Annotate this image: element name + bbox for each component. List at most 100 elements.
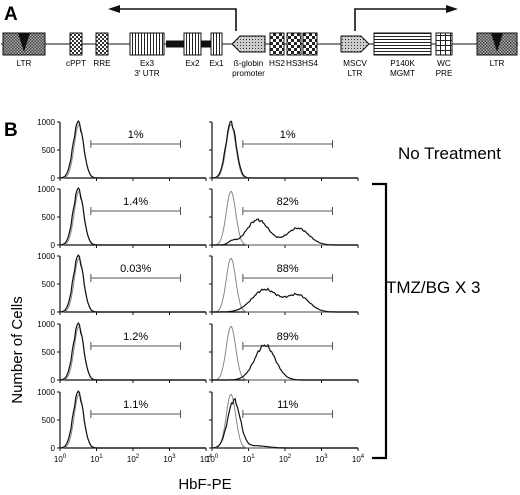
segment-label: ß-globin (234, 59, 264, 68)
x-tick-label: 103 (315, 454, 328, 464)
segment-label: HS2 (269, 59, 285, 68)
x-tick-label: 104 (200, 454, 213, 464)
y-tick-label: 1000 (37, 388, 55, 397)
histogram-panel: 88% (209, 255, 359, 315)
x-tick-label: 102 (279, 454, 292, 464)
left-gate-percent: 1.2% (123, 331, 148, 343)
histogram-panel: 89% (209, 323, 359, 383)
left-gate-percent: 1% (128, 129, 144, 141)
right-arrowhead-icon (446, 5, 458, 13)
sample-histogram-curve (59, 254, 206, 313)
segment-label: LTR (490, 59, 505, 68)
beta-globin-promoter-segment (231, 35, 266, 53)
left-gate-percent: 1.4% (123, 196, 148, 208)
segment-label: HS3 (286, 59, 302, 68)
right-gate-percent: 89% (277, 331, 299, 343)
y-tick-label: 500 (42, 280, 56, 289)
histogram-panel: 1000 500 0 1.4% (37, 185, 207, 250)
sample-histogram-curve (212, 120, 358, 179)
y-tick-label: 500 (42, 146, 56, 155)
vector-segment (269, 32, 285, 56)
sample-histogram-curve (59, 187, 206, 246)
x-tick-label: 101 (242, 454, 255, 464)
segment-label: RRE (93, 59, 111, 68)
segment-label: MSCV (343, 59, 367, 68)
y-tick-label: 500 (42, 348, 56, 357)
x-tick-label: 103 (163, 454, 176, 464)
segment-label: P140K (390, 59, 415, 68)
right-gate-percent: 88% (277, 263, 299, 275)
no-treatment-label: No Treatment (398, 144, 501, 163)
segment-label: cPPT (66, 59, 86, 68)
segment-label: WC (437, 59, 451, 68)
y-tick-label: 0 (51, 308, 56, 317)
segment-label: LTR (17, 59, 32, 68)
segment-label: Ex2 (185, 59, 200, 68)
ltr-triangle-icon (18, 33, 30, 52)
segment-label: HS4 (302, 59, 318, 68)
segment-label: MGMT (390, 69, 415, 78)
right-gate-percent: 11% (277, 399, 298, 411)
y-tick-label: 0 (51, 444, 56, 453)
segment-label: LTR (348, 69, 363, 78)
vector-segment (183, 32, 202, 56)
segment-label: Ex3 (140, 59, 155, 68)
sample-histogram-curve (212, 343, 358, 381)
histogram-panel: 82% (209, 188, 359, 248)
vector-segment (95, 32, 109, 56)
panel-b-letter: B (4, 120, 18, 141)
y-tick-label: 1000 (37, 185, 55, 194)
treatment-bracket (372, 182, 388, 460)
vector-segment (286, 32, 302, 56)
x-tick-label: 104 (352, 454, 365, 464)
mgmt-transcription-arrow (354, 8, 448, 31)
treatment-label: TMZ/BG X 3 (386, 278, 480, 297)
x-tick-label: 100 (54, 454, 67, 464)
y-tick-label: 1000 (37, 118, 55, 127)
vector-segment (373, 32, 432, 56)
intron-block (166, 40, 185, 48)
sample-histogram-curve (211, 397, 358, 449)
x-tick-label: 101 (90, 454, 103, 464)
right-gate-percent: 1% (280, 129, 296, 141)
vector-segment (435, 32, 453, 56)
x-tick-label: 102 (127, 454, 140, 464)
segment-label: promoter (232, 69, 265, 78)
sample-histogram-curve (212, 218, 358, 246)
y-tick-label: 1000 (37, 320, 55, 329)
intron-block (201, 40, 212, 48)
right-gate-percent: 82% (277, 196, 299, 208)
histogram-panel: 1000 500 0 1.2% (37, 320, 207, 385)
left-gate-percent: 0.03% (120, 263, 151, 275)
vector-segment (210, 32, 223, 56)
y-tick-label: 0 (51, 174, 56, 183)
y-tick-label: 500 (42, 416, 56, 425)
sample-histogram-curve (59, 322, 206, 381)
segment-label: Ex1 (209, 59, 224, 68)
x-tick-label: 100 (206, 454, 219, 464)
histogram-panel: 1000 500 0 1.1% (37, 388, 207, 453)
histogram-panel: 1000 500 0 1% (37, 118, 207, 183)
segment-label: 3' UTR (134, 69, 159, 78)
mscv-ltr-segment (340, 35, 370, 53)
y-tick-label: 0 (51, 376, 56, 385)
sample-histogram-curve (59, 120, 206, 179)
sample-histogram-curve (212, 287, 358, 313)
vector-segment (129, 32, 165, 56)
vector-segment (302, 32, 318, 56)
sample-histogram-curve (59, 390, 206, 449)
y-tick-label: 1000 (37, 252, 55, 261)
panel-a-letter: A (4, 4, 18, 25)
y-axis-title: Number of Cells (9, 296, 26, 404)
histogram-panel: 1000 500 0 0.03% (37, 252, 207, 317)
histogram-panel: 1% (209, 120, 359, 181)
globin-transcription-arrow (118, 8, 237, 31)
x-axis-title: HbF-PE (178, 476, 231, 493)
y-tick-label: 0 (51, 241, 56, 250)
y-tick-label: 500 (42, 213, 56, 222)
ltr-triangle-icon (491, 33, 503, 52)
vector-segment (69, 32, 83, 56)
